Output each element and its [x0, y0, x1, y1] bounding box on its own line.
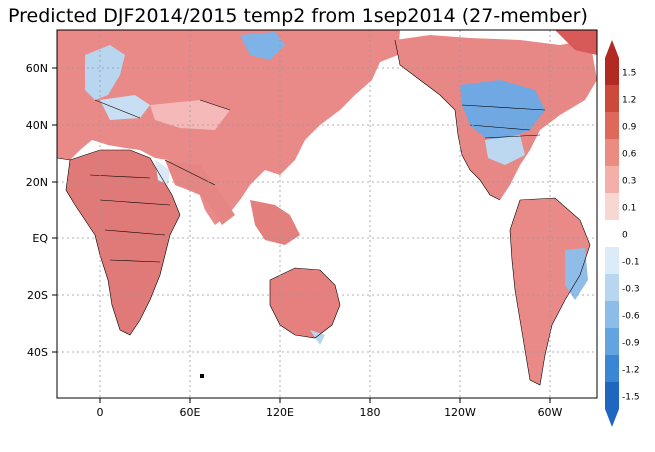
east-brazil-cool-region [565, 248, 588, 300]
colorbar-label: -1.5 [622, 393, 640, 403]
colorbar-label: 1.5 [622, 69, 636, 79]
colorbar-swatch [605, 301, 619, 328]
greenland-region [555, 30, 597, 55]
colorbar-extend-bottom [605, 409, 619, 427]
colorbar-label: 0.6 [622, 150, 637, 160]
colorbar-swatch [605, 58, 619, 85]
southeast-us-cool-region [485, 135, 525, 165]
colorbar-label: 1.2 [622, 96, 636, 106]
country-borders [56, 39, 591, 386]
colorbar-label: -0.3 [622, 285, 640, 295]
arabia-india-landmass [165, 160, 235, 225]
europe-cool-region [100, 95, 150, 120]
colorbar-swatch [605, 112, 619, 139]
colorbar-label: 0.1 [622, 204, 636, 214]
island-marker [200, 374, 204, 378]
lat-label-20n: 20N [26, 176, 48, 189]
colorbar-swatch [605, 193, 619, 220]
colorbar-swatch [605, 166, 619, 193]
gridlines [57, 30, 597, 398]
longitude-labels: 0 60E 120E 180 120W 60W [97, 398, 563, 419]
colorbar-label: -1.2 [622, 366, 640, 376]
colorbar-swatch [605, 382, 619, 409]
colorbar-label: 0 [622, 231, 628, 241]
colorbar-swatch [605, 220, 619, 247]
map-title: Predicted DJF2014/2015 temp2 from 1sep20… [8, 5, 588, 27]
lat-label-20s: 20S [27, 289, 48, 302]
lon-label-120w: 120W [444, 406, 476, 419]
siberia-cold-region [240, 32, 285, 60]
lon-label-180: 180 [360, 406, 381, 419]
lat-label-40s: 40S [27, 346, 48, 359]
scandinavia-region [85, 45, 125, 100]
colorbar-swatch [605, 85, 619, 112]
lon-label-0: 0 [97, 406, 104, 419]
colorbar-extend-top [605, 40, 619, 58]
colorbar-swatch [605, 274, 619, 301]
colorbar-label: -0.6 [622, 312, 640, 322]
colorbar-swatch [605, 247, 619, 274]
colorbar-label: -0.1 [622, 258, 640, 268]
africa-landmass [66, 150, 180, 335]
tasmania-region [310, 330, 325, 345]
lat-label-40n: 40N [26, 119, 48, 132]
australia-landmass [270, 268, 340, 338]
colorbar-swatch [605, 328, 619, 355]
colorbar: 1.5 1.2 0.9 0.6 0.3 0.1 0 -0.1 -0.3 -0.6 -0.9 -1.2 -… [605, 40, 640, 427]
lon-label-60e: 60E [180, 406, 201, 419]
map-frame [56, 29, 598, 399]
colorbar-swatch [605, 139, 619, 166]
middle-east-cool-spot [155, 160, 170, 185]
colorbar-label: -0.9 [622, 339, 640, 349]
lat-label-eq: EQ [32, 232, 48, 245]
colorbar-label: 0.3 [622, 177, 636, 187]
lon-label-120e: 120E [266, 406, 294, 419]
colorbar-swatch [605, 355, 619, 382]
colorbar-label: 0.9 [622, 123, 637, 133]
eurasia-landmass [57, 30, 400, 225]
lon-label-60w: 60W [538, 406, 563, 419]
latitude-labels: 60N 40N 20N EQ 20S 40S [26, 62, 57, 359]
southeast-asia-islands [250, 200, 300, 245]
lat-label-60n: 60N [26, 62, 48, 75]
